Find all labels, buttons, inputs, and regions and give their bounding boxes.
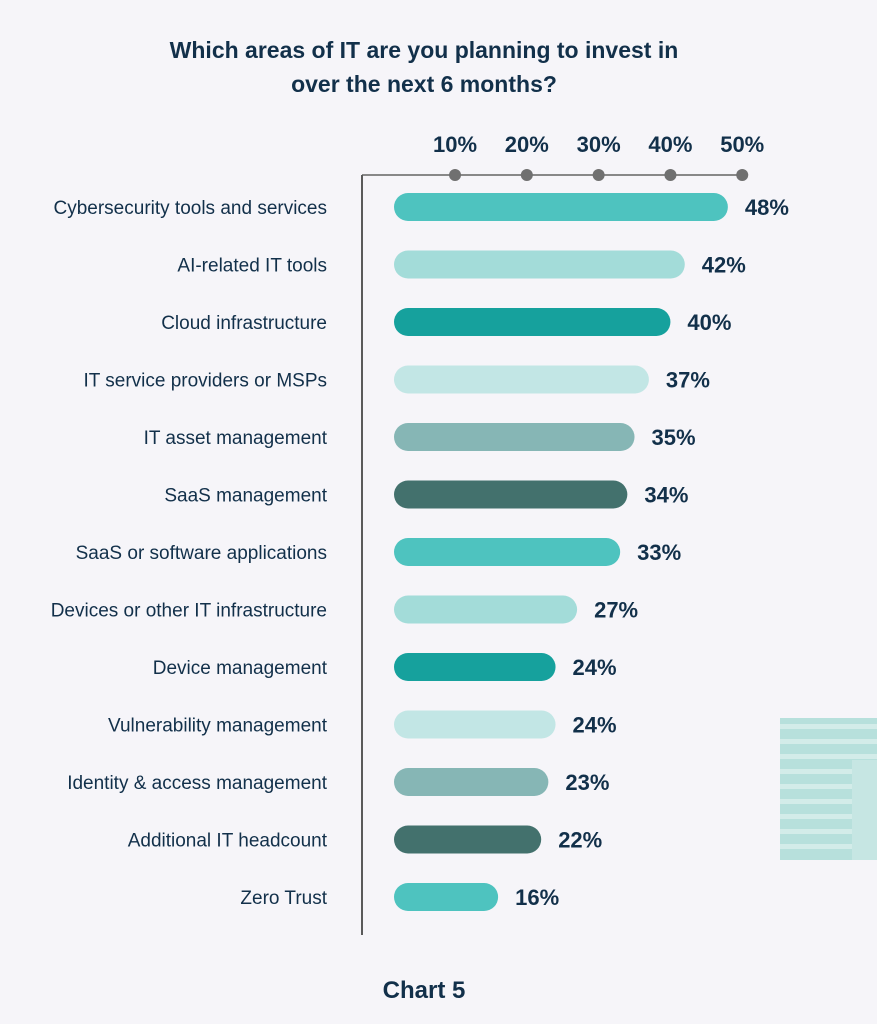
category-label: Identity & access management <box>67 773 328 794</box>
decor-stripe <box>780 814 877 819</box>
bar-row: AI-related IT tools 42% <box>177 250 746 279</box>
x-tick-label: 50% <box>720 132 764 157</box>
decor-stripe <box>780 724 877 729</box>
bar <box>394 423 635 451</box>
category-label: AI-related IT tools <box>177 256 327 277</box>
value-label: 33% <box>637 540 681 565</box>
x-tick-label: 40% <box>648 132 692 157</box>
chart-title-line-2: over the next 6 months? <box>291 71 557 97</box>
bar <box>394 595 578 624</box>
bar-row: Device management 24% <box>153 653 617 681</box>
bar-row: Vulnerability management 24% <box>108 710 617 739</box>
bars-layer: Cybersecurity tools and services 48% AI-re… <box>51 193 789 911</box>
chart-caption: Chart 5 <box>383 977 466 1004</box>
value-label: 24% <box>573 655 617 680</box>
decor-stripe <box>780 844 877 849</box>
bar <box>394 480 628 509</box>
category-label: Zero Trust <box>240 888 327 909</box>
bar <box>394 308 671 336</box>
category-label: Vulnerability management <box>108 716 328 737</box>
bar <box>394 883 499 911</box>
category-label: Device management <box>153 658 328 679</box>
value-label: 40% <box>687 310 731 335</box>
bar <box>394 365 649 394</box>
bar <box>394 250 685 279</box>
bar <box>394 538 621 566</box>
value-label: 42% <box>702 253 746 278</box>
bar-row: Devices or other IT infrastructure 27% <box>51 595 638 624</box>
category-label: Cloud infrastructure <box>161 313 327 334</box>
value-label: 16% <box>515 885 559 910</box>
value-label: 35% <box>652 425 696 450</box>
x-tick-label: 20% <box>505 132 549 157</box>
x-tick-dot <box>664 169 677 181</box>
bar-row: IT asset management 35% <box>144 423 696 451</box>
category-label: Cybersecurity tools and services <box>54 198 328 219</box>
x-tick-dot <box>520 169 533 181</box>
decor-stripe <box>780 754 877 759</box>
decor-stripe <box>780 784 877 789</box>
bar-row: IT service providers or MSPs 37% <box>83 365 710 394</box>
axis-layer: 10% 20% 30% 40% 50% <box>361 132 764 935</box>
x-tick-dot <box>592 169 605 181</box>
x-tick-dot <box>449 169 462 181</box>
category-label: SaaS or software applications <box>76 543 327 564</box>
value-label: 22% <box>558 828 602 853</box>
value-label: 23% <box>565 770 609 795</box>
category-label: SaaS management <box>164 486 327 507</box>
bar-row: SaaS management 34% <box>164 480 688 509</box>
category-label: Devices or other IT infrastructure <box>51 601 327 622</box>
x-tick-label: 10% <box>433 132 477 157</box>
value-label: 37% <box>666 368 710 393</box>
value-label: 27% <box>594 598 638 623</box>
decorative-stripes <box>780 718 877 860</box>
value-label: 34% <box>644 483 688 508</box>
x-tick-label: 30% <box>577 132 621 157</box>
bar-row: SaaS or software applications 33% <box>76 538 681 566</box>
bar <box>394 653 556 681</box>
bar <box>394 825 542 854</box>
chart-title-line-1: Which areas of IT are you planning to in… <box>170 37 679 63</box>
bar-row: Identity & access management 23% <box>67 768 609 796</box>
bar <box>394 710 556 739</box>
decor-side <box>852 760 877 860</box>
bar <box>394 768 549 796</box>
category-label: IT service providers or MSPs <box>83 371 327 392</box>
decor-stripe <box>780 739 877 744</box>
x-tick-dot <box>736 169 749 181</box>
value-label: 48% <box>745 195 789 220</box>
decor-stripe <box>780 829 877 834</box>
category-label: Additional IT headcount <box>128 831 328 852</box>
bar-row: Additional IT headcount 22% <box>128 825 602 854</box>
decor-stripe <box>780 769 877 774</box>
decor-stripe <box>780 799 877 804</box>
bar-row: Cybersecurity tools and services 48% <box>54 193 789 221</box>
bar <box>394 193 728 221</box>
bar-row: Zero Trust 16% <box>240 883 559 911</box>
category-label: IT asset management <box>144 428 328 449</box>
value-label: 24% <box>573 713 617 738</box>
bar-row: Cloud infrastructure 40% <box>161 308 731 336</box>
